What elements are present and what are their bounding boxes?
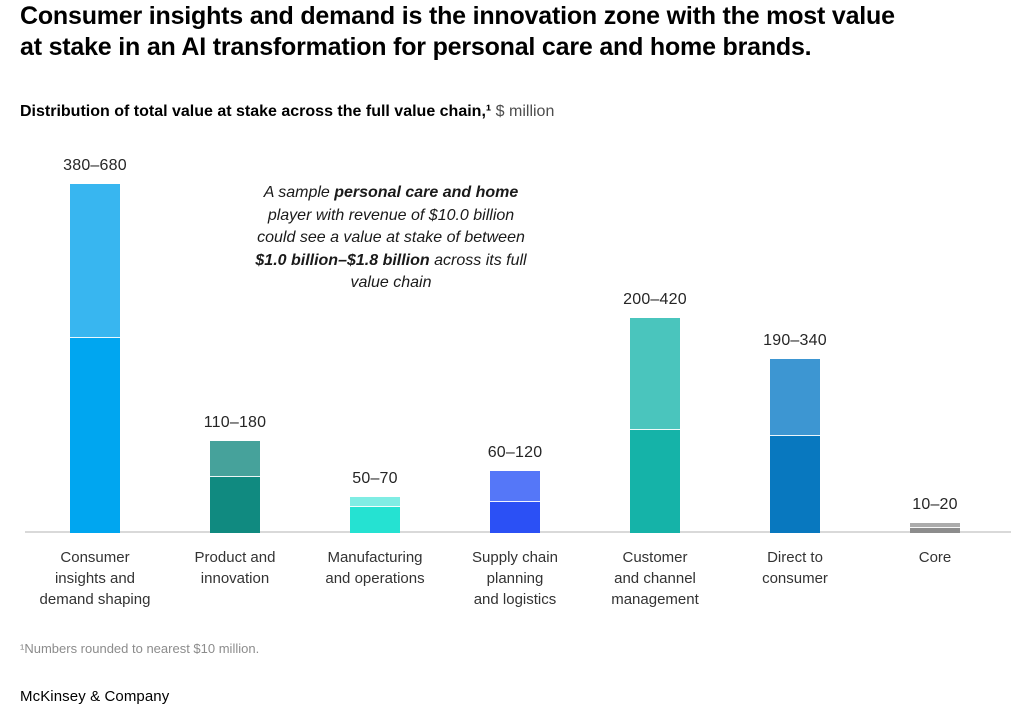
category-label: Core xyxy=(918,549,952,566)
footnote: ¹Numbers rounded to nearest $10 million. xyxy=(20,641,260,656)
bar-value-label: 60–120 xyxy=(487,444,543,461)
bar xyxy=(70,184,120,533)
category-label: Direct to consumer xyxy=(762,549,828,587)
bar xyxy=(770,359,820,533)
annotation-text: across its full value chain xyxy=(350,251,527,292)
category-label: Manufacturing and operations xyxy=(325,549,425,587)
bar-value-label: 190–340 xyxy=(763,332,827,349)
annotation-text: A sample xyxy=(263,184,335,201)
chart-annotation: A sample personal care and home player w… xyxy=(210,182,572,295)
bar xyxy=(210,441,260,533)
chart-subtitle-bold: Distribution of total value at stake acr… xyxy=(20,103,492,120)
bar-segment-high xyxy=(350,497,400,507)
bar-value-label: 50–70 xyxy=(352,470,398,487)
bar-segment-low xyxy=(490,502,540,533)
bar-value-label: 110–180 xyxy=(203,414,267,431)
bar xyxy=(910,523,960,533)
category-label: Customer and channel management xyxy=(611,549,699,608)
company-logo-text: McKinsey & Company xyxy=(20,688,170,705)
bar xyxy=(630,318,680,533)
category-label: Consumer insights and demand shaping xyxy=(39,549,151,608)
category-label: Product and innovation xyxy=(194,549,276,587)
bar xyxy=(490,471,540,533)
bar xyxy=(350,497,400,533)
bar-segment-low xyxy=(910,528,960,533)
bar-segment-low xyxy=(770,436,820,533)
annotation-text: player with revenue of $10.0 billion cou… xyxy=(257,206,525,246)
bar-segment-low xyxy=(210,477,260,533)
bar-segment-high xyxy=(210,441,260,477)
chart-subtitle: Distribution of total value at stake acr… xyxy=(20,103,554,121)
annotation-bold-text: $1.0 billion–$1.8 billion xyxy=(255,251,430,269)
bar-segment-high xyxy=(910,523,960,528)
bar-segment-low xyxy=(70,338,120,533)
bar-segment-high xyxy=(70,184,120,338)
annotation-bold-text: personal care and home xyxy=(334,184,519,201)
bar-value-label: 200–420 xyxy=(623,291,687,308)
bar-value-label: 380–680 xyxy=(63,157,127,174)
category-label: Supply chain planning and logistics xyxy=(472,549,558,608)
bar-segment-low xyxy=(630,430,680,533)
bar-segment-low xyxy=(350,507,400,533)
bar-segment-high xyxy=(490,471,540,502)
chart-subtitle-unit: $ million xyxy=(491,103,555,120)
bar-segment-high xyxy=(630,318,680,430)
page-title: Consumer insights and demand is the inno… xyxy=(20,2,895,61)
bar-value-label: 10–20 xyxy=(912,496,958,513)
bar-segment-high xyxy=(770,359,820,436)
